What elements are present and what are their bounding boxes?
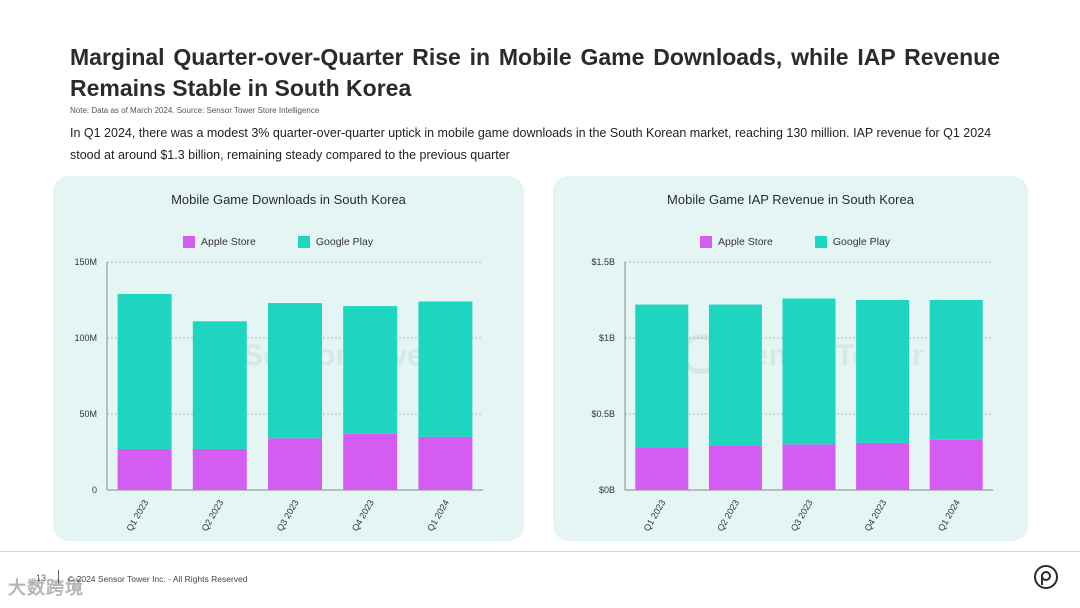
bar-google <box>782 298 836 445</box>
x-tick-label: Q4 2023 <box>350 498 376 533</box>
page-number: 13 <box>36 573 47 583</box>
page-title: Marginal Quarter-over-Quarter Rise in Mo… <box>70 44 1000 101</box>
corner-watermark: 大数跨境 <box>8 578 84 598</box>
footer-divider <box>0 551 1080 552</box>
x-tick-label: Q3 2023 <box>789 498 815 533</box>
bar-apple <box>708 445 762 490</box>
bar-apple <box>192 448 247 490</box>
chart-title: Mobile Game Downloads in South Korea <box>171 192 406 207</box>
bar-google <box>708 304 762 446</box>
y-tick-label: $0B <box>599 485 615 495</box>
bar-google <box>117 293 172 449</box>
bar-google <box>635 304 689 448</box>
source-note: Note: Data as of March 2024. Source: Sen… <box>70 106 320 115</box>
summary-text: In Q1 2024, there was a modest 3% quarte… <box>70 126 992 162</box>
legend-swatch-apple <box>183 236 195 248</box>
copyright-text: © 2024 Sensor Tower Inc. - All Rights Re… <box>68 574 248 584</box>
bar-apple <box>856 442 910 490</box>
y-tick-label: 0 <box>92 485 97 495</box>
legend-label-apple: Apple Store <box>718 236 773 248</box>
x-tick-label: Q2 2023 <box>715 498 741 533</box>
bar-google <box>929 300 983 440</box>
sensor-tower-logo-icon <box>1034 565 1058 589</box>
legend-swatch-google <box>297 236 310 248</box>
revenue-chart-panel: Mobile Game IAP Revenue in South Korea A… <box>553 176 1028 541</box>
y-tick-label: $1.5B <box>591 257 615 267</box>
x-tick-label: Q1 2023 <box>642 498 668 533</box>
bar-google <box>192 321 247 449</box>
legend-item-google: Google Play <box>814 236 891 248</box>
legend-swatch-apple <box>700 236 712 248</box>
legend-label-google: Google Play <box>315 236 374 248</box>
bar-apple <box>117 448 172 490</box>
x-tick-label: Q3 2023 <box>275 498 301 533</box>
bar-apple <box>268 438 322 490</box>
legend-item-google: Google Play <box>297 236 374 248</box>
revenue-chart: $0B $0.5B $1B $1.5B Q1 2023 Q2 2023 Q3 2023 Q4 … <box>591 257 993 533</box>
bar-apple <box>929 439 983 490</box>
bar-google <box>418 301 473 437</box>
legend-swatch-google <box>814 236 827 248</box>
bar-google <box>268 303 322 439</box>
x-tick-label: Q2 2023 <box>200 498 226 533</box>
x-tick-label: Q4 2023 <box>862 498 888 533</box>
x-tick-label: Q1 2024 <box>936 498 962 533</box>
chart-title: Mobile Game IAP Revenue in South Korea <box>667 192 914 207</box>
bar-apple <box>635 447 689 490</box>
y-tick-label: 150M <box>74 257 97 267</box>
downloads-chart-panel: Mobile Game Downloads in South Korea App… <box>53 176 524 541</box>
chart-legend: Apple Store Google Play <box>183 236 415 248</box>
x-tick-label: Q1 2024 <box>425 498 451 533</box>
bar-google <box>343 306 398 434</box>
legend-item-apple: Apple Store <box>183 236 256 248</box>
downloads-chart: 0 50M 100M 150M Q1 2023 Q2 2023 Q3 2023 Q4 2023… <box>74 257 483 533</box>
y-tick-label: 50M <box>79 409 97 419</box>
bar-apple <box>782 444 836 490</box>
legend-item-apple: Apple Store <box>700 236 773 248</box>
y-tick-label: 100M <box>74 333 97 343</box>
bar-google <box>856 300 910 443</box>
bar-apple <box>343 433 398 490</box>
x-tick-label: Q1 2023 <box>124 498 150 533</box>
legend-label-apple: Apple Store <box>201 236 256 248</box>
footer-separator <box>58 570 59 584</box>
y-tick-label: $1B <box>599 333 615 343</box>
bar-apple <box>418 436 473 490</box>
y-tick-label: $0.5B <box>591 409 615 419</box>
legend-label-google: Google Play <box>832 236 891 248</box>
chart-legend: Apple Store Google Play <box>700 236 932 248</box>
